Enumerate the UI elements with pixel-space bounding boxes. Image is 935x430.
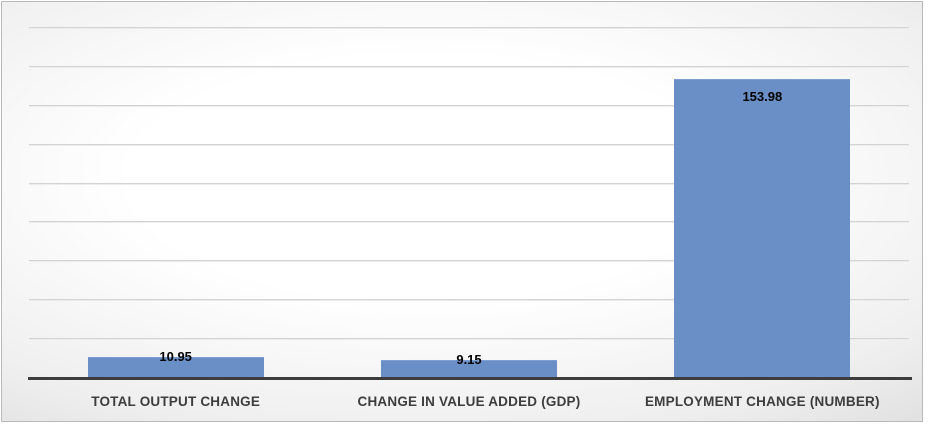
gridline-y-140 bbox=[29, 104, 909, 107]
gridline-y-20 bbox=[29, 338, 909, 341]
bar-change-in-value-added-gdp bbox=[381, 360, 557, 379]
gridline-y-80 bbox=[29, 221, 909, 224]
gridline-y-160 bbox=[29, 65, 909, 68]
data-label-employment-change-number: 153.98 bbox=[742, 88, 783, 104]
category-label-total-output-change: TOTAL OUTPUT CHANGE bbox=[91, 393, 261, 409]
gridline-y-180 bbox=[29, 27, 909, 29]
data-label-total-output-change: 10.95 bbox=[159, 348, 192, 364]
gridline-y-40 bbox=[29, 299, 909, 302]
bar-total-output-change bbox=[87, 356, 264, 379]
category-label-employment-change-number: EMPLOYMENT CHANGE (NUMBER) bbox=[644, 393, 880, 409]
plot-area: 10.95 9.15 153.98 bbox=[28, 2, 912, 380]
x-axis-line bbox=[28, 377, 912, 380]
gridline-y-100 bbox=[29, 182, 909, 185]
category-axis-labels: TOTAL OUTPUT CHANGE CHANGE IN VALUE ADDE… bbox=[29, 390, 909, 412]
chart-frame: 10.95 9.15 153.98 TOTAL OUTPUT CHANGE CHAN… bbox=[1, 1, 923, 422]
data-label-change-in-value-added-gdp: 9.15 bbox=[456, 352, 482, 368]
gridline-y-60 bbox=[29, 260, 909, 263]
gridline-y-120 bbox=[29, 143, 909, 146]
category-label-change-in-value-added-gdp: CHANGE IN VALUE ADDED (GDP) bbox=[357, 393, 581, 409]
bar-employment-change-number bbox=[674, 78, 851, 379]
